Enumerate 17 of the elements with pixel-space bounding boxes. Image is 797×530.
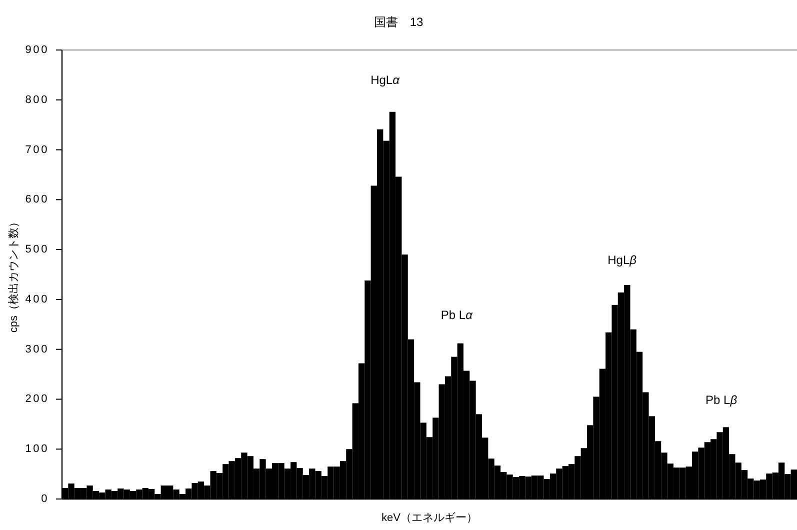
y-tick-label: 900 [25, 44, 49, 56]
annotation: Pb Lα [440, 308, 474, 322]
y-tick-label: 300 [25, 343, 49, 356]
x-axis-title: keV（エネルギー） [382, 512, 478, 524]
y-tick-label: 800 [25, 94, 49, 106]
y-tick-label: 500 [25, 244, 49, 256]
annotation: Pb Lβ [706, 393, 738, 408]
annotation: HgLα [370, 73, 401, 88]
y-tick-label: 200 [25, 393, 49, 406]
y-tick-label: 700 [25, 144, 49, 156]
y-tick-label: 0 [41, 493, 49, 505]
y-tick-label: 600 [25, 194, 49, 206]
y-tick-label: 400 [25, 293, 49, 306]
chart-title: 国書 13 [374, 15, 424, 29]
y-axis-title: cps（検出カウント数） [7, 216, 20, 333]
annotation: HgLβ [608, 253, 637, 268]
y-tick-label: 100 [25, 443, 49, 456]
